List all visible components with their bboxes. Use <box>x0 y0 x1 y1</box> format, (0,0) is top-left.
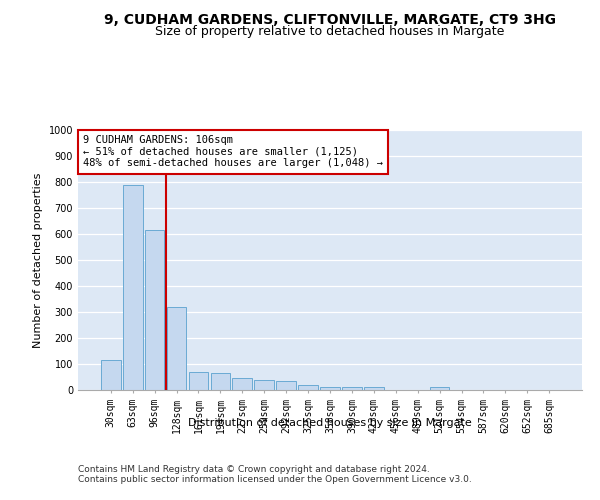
Text: 9 CUDHAM GARDENS: 106sqm
← 51% of detached houses are smaller (1,125)
48% of sem: 9 CUDHAM GARDENS: 106sqm ← 51% of detach… <box>83 135 383 168</box>
Bar <box>167 307 187 390</box>
Bar <box>145 230 164 390</box>
Bar <box>298 385 318 390</box>
Text: 9, CUDHAM GARDENS, CLIFTONVILLE, MARGATE, CT9 3HG: 9, CUDHAM GARDENS, CLIFTONVILLE, MARGATE… <box>104 12 556 26</box>
Bar <box>342 388 362 390</box>
Bar <box>276 381 296 390</box>
Bar <box>123 184 143 390</box>
Bar <box>211 373 230 390</box>
Bar <box>232 378 252 390</box>
Bar <box>430 388 449 390</box>
Text: Contains HM Land Registry data © Crown copyright and database right 2024.
Contai: Contains HM Land Registry data © Crown c… <box>78 465 472 484</box>
Bar <box>188 372 208 390</box>
Bar <box>320 388 340 390</box>
Bar <box>101 360 121 390</box>
Bar <box>364 388 384 390</box>
Y-axis label: Number of detached properties: Number of detached properties <box>33 172 43 348</box>
Bar <box>254 380 274 390</box>
Text: Size of property relative to detached houses in Margate: Size of property relative to detached ho… <box>155 25 505 38</box>
Text: Distribution of detached houses by size in Margate: Distribution of detached houses by size … <box>188 418 472 428</box>
